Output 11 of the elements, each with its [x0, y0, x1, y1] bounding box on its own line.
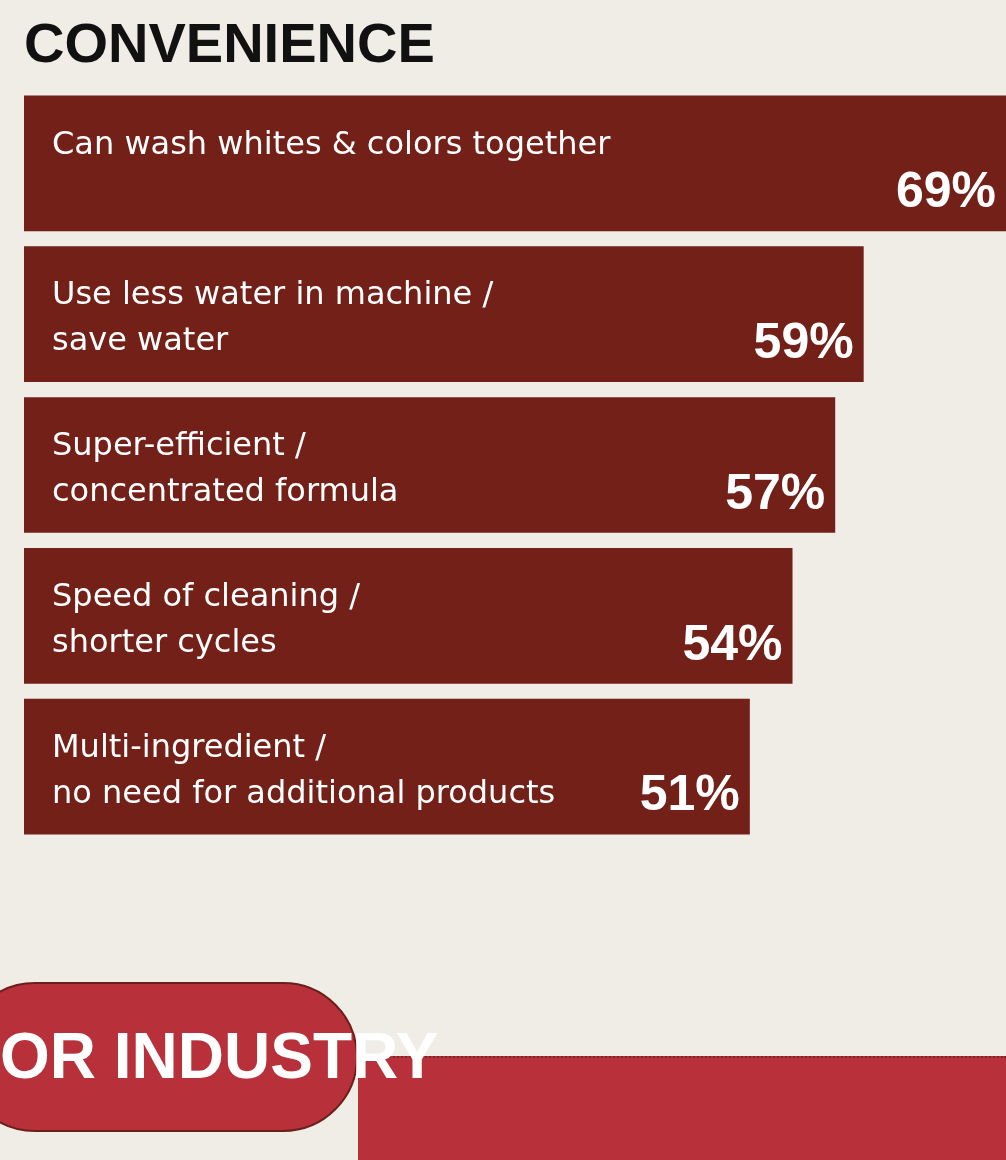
chart-title: CONVENIENCE [24, 11, 435, 74]
y-tick-label: Can wash whites & colors together [52, 123, 612, 162]
data-label: 69% [895, 162, 996, 219]
data-label: 51% [639, 765, 740, 822]
y-tick-label: Multi-ingredient / no need for additional products [52, 726, 556, 811]
y-tick-label: Super-efficient / concentrated formula [52, 425, 399, 510]
data-label: 57% [725, 463, 826, 520]
y-tick-label: Speed of cleaning / shorter cycles [52, 575, 361, 660]
data-label: 59% [753, 313, 854, 370]
data-label: 54% [682, 614, 783, 671]
y-tick-label: Use less water in machine / save water [52, 274, 494, 359]
